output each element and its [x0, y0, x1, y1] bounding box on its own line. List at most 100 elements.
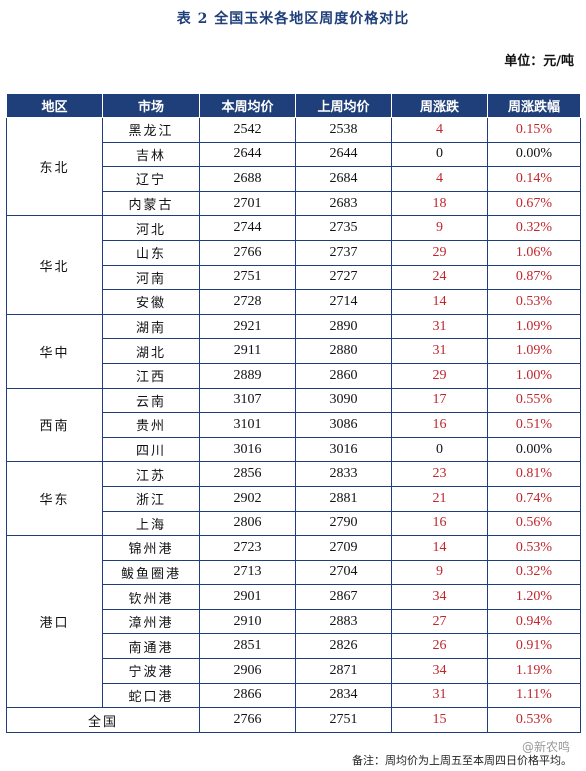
last-week-cell: 2683 — [295, 190, 392, 217]
this-week-cell: 2806 — [199, 510, 296, 537]
table-row: 鲅鱼圈港 2713 2704 9 0.32% — [7, 559, 581, 586]
change-cell: 34 — [391, 584, 488, 610]
table-row: 钦州港 2901 2867 34 1.20% — [7, 584, 581, 610]
change-pct-cell: 0.15% — [487, 117, 581, 143]
last-week-cell: 2684 — [295, 166, 392, 192]
market-cell: 黑龙江 — [102, 117, 200, 143]
table-row: 四川 3016 3016 0 0.00% — [7, 436, 581, 463]
table-row: 南通港 2851 2826 26 0.91% — [7, 633, 581, 660]
change-pct-cell: 0.74% — [487, 485, 581, 512]
region-cell: 华中 — [6, 313, 103, 389]
last-week-cell: 2727 — [295, 264, 392, 291]
table-row: 东北 黑龙江 2542 2538 4 0.15% — [6, 116, 581, 217]
last-week-cell: 2890 — [295, 313, 392, 340]
this-week-cell: 2902 — [199, 485, 296, 512]
table-row: 湖北 2911 2880 31 1.09% — [7, 338, 581, 364]
change-cell: 14 — [391, 535, 488, 561]
change-cell: 26 — [391, 633, 488, 660]
change-cell: 31 — [391, 682, 488, 709]
watermark: @新农鸣 — [521, 740, 570, 754]
header-change: 周涨跌 — [391, 93, 488, 118]
last-week-cell: 2867 — [295, 584, 392, 610]
last-week-cell: 2834 — [295, 682, 392, 709]
change-pct-cell: 0.00% — [487, 141, 581, 168]
header-last-week: 上周均价 — [295, 93, 392, 118]
market-cell: 湖北 — [102, 338, 200, 364]
this-week-cell: 2723 — [199, 535, 296, 561]
this-week-cell: 2701 — [199, 190, 296, 217]
this-week-cell: 2542 — [199, 117, 296, 143]
last-week-cell: 2538 — [295, 117, 392, 143]
market-cell: 贵州 — [102, 412, 200, 438]
change-cell: 31 — [391, 313, 488, 340]
table-row: 江西 2889 2860 29 1.00% — [7, 362, 581, 389]
this-week-cell: 2901 — [199, 584, 296, 610]
change-cell: 24 — [391, 264, 488, 291]
this-week-cell: 2644 — [199, 141, 296, 168]
market-cell: 云南 — [102, 387, 200, 414]
change-pct-cell: 0.53% — [487, 535, 581, 561]
footnote: 备注：周均价为上周五至本周四日价格平均。 — [352, 754, 572, 767]
last-week-cell: 2826 — [295, 633, 392, 660]
this-week-cell: 2906 — [199, 658, 296, 684]
change-pct-cell: 1.06% — [487, 239, 581, 266]
last-week-cell: 2833 — [295, 461, 392, 487]
table-row: 港口 锦州港 2723 2709 14 0.53% — [6, 535, 581, 709]
change-cell: 27 — [391, 608, 488, 635]
this-week-cell: 3107 — [199, 387, 296, 414]
region-cell: 华北 — [6, 215, 103, 315]
total-this-week-cell: 2766 — [199, 707, 296, 733]
last-week-cell: 2644 — [295, 141, 392, 168]
market-cell: 吉林 — [102, 141, 200, 168]
market-cell: 安徽 — [102, 289, 200, 315]
region-cell: 西南 — [6, 387, 103, 463]
last-week-cell: 2714 — [295, 289, 392, 315]
table-row: 吉林 2644 2644 0 0.00% — [7, 141, 581, 168]
change-pct-cell: 1.00% — [487, 362, 581, 389]
change-cell: 9 — [391, 559, 488, 586]
table-row: 浙江 2902 2881 21 0.74% — [7, 485, 581, 512]
change-cell: 29 — [391, 239, 488, 266]
this-week-cell: 2851 — [199, 633, 296, 660]
change-cell: 18 — [391, 190, 488, 217]
total-change-cell: 15 — [391, 707, 488, 733]
header-region: 地区 — [6, 93, 103, 118]
table-row: 山东 2766 2737 29 1.06% — [7, 239, 581, 266]
change-pct-cell: 0.81% — [487, 461, 581, 487]
region-cell: 华东 — [6, 461, 103, 537]
table-row: 安徽 2728 2714 14 0.53% — [7, 289, 581, 315]
last-week-cell: 2737 — [295, 239, 392, 266]
change-cell: 23 — [391, 461, 488, 487]
last-week-cell: 2704 — [295, 559, 392, 586]
last-week-cell: 2790 — [295, 510, 392, 537]
total-label-cell: 全国 — [6, 707, 200, 733]
change-cell: 4 — [391, 117, 488, 143]
change-pct-cell: 1.20% — [487, 584, 581, 610]
table-row: 华中 湖南 2921 2890 31 1.09% — [6, 313, 581, 389]
this-week-cell: 2713 — [199, 559, 296, 586]
change-pct-cell: 0.91% — [487, 633, 581, 660]
market-cell: 上海 — [102, 510, 200, 537]
this-week-cell: 2744 — [199, 215, 296, 241]
last-week-cell: 2880 — [295, 338, 392, 364]
last-week-cell: 3086 — [295, 412, 392, 438]
table-title: 表 2 全国玉米各地区周度价格对比 — [176, 11, 410, 27]
change-pct-cell: 0.67% — [487, 190, 581, 217]
market-cell: 钦州港 — [102, 584, 200, 610]
table-row: 漳州港 2910 2883 27 0.94% — [7, 608, 581, 635]
header-this-week: 本周均价 — [199, 93, 296, 118]
market-cell: 江西 — [102, 362, 200, 389]
change-cell: 16 — [391, 412, 488, 438]
market-cell: 河南 — [102, 264, 200, 291]
change-pct-cell: 0.55% — [487, 387, 581, 414]
region-cell: 港口 — [6, 535, 103, 709]
table-row: 宁波港 2906 2871 34 1.19% — [7, 658, 581, 684]
this-week-cell: 2921 — [199, 313, 296, 340]
change-pct-cell: 0.87% — [487, 264, 581, 291]
change-pct-cell: 0.51% — [487, 412, 581, 438]
market-cell: 浙江 — [102, 485, 200, 512]
total-change-pct-cell: 0.53% — [487, 707, 581, 733]
table-row: 辽宁 2688 2684 4 0.14% — [7, 166, 581, 192]
header-market: 市场 — [102, 93, 200, 118]
unit-label: 单位：元/吨 — [504, 54, 574, 69]
